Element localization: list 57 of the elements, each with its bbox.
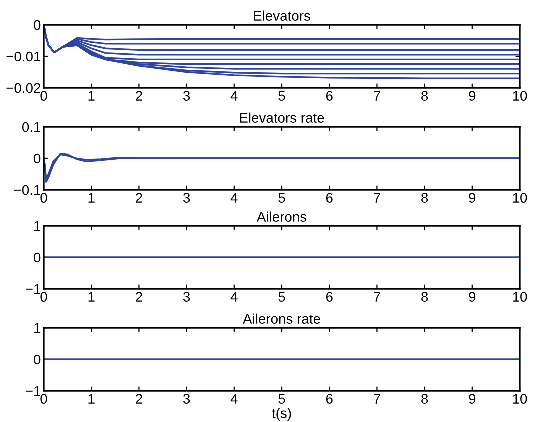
- y-tick-label: −1: [26, 386, 41, 396]
- x-tick-label: 3: [183, 91, 190, 101]
- y-tick-label: 0: [34, 154, 41, 164]
- y-tick-label: 0: [34, 354, 41, 365]
- x-tick-label: 8: [422, 292, 428, 302]
- x-tick-label: 10: [513, 193, 528, 203]
- x-tick-label: 8: [422, 193, 428, 203]
- x-tick-label: 3: [183, 292, 190, 302]
- y-tick-label: 1: [34, 323, 41, 334]
- chart-title: Elevators: [254, 10, 310, 21]
- x-tick-label: 3: [183, 193, 190, 203]
- x-tick-label: 9: [469, 292, 476, 302]
- x-tick-label: 7: [374, 292, 380, 302]
- x-axis-title: t(s): [272, 408, 292, 422]
- x-tick-label: 4: [230, 292, 238, 302]
- x-tick-label: 6: [326, 292, 333, 302]
- chart-title: Elevators rate: [240, 112, 324, 123]
- x-tick-label: 8: [422, 91, 428, 101]
- x-tick-label: 7: [374, 193, 380, 203]
- x-tick-label: 9: [469, 394, 476, 404]
- x-tick-label: 2: [136, 292, 142, 302]
- x-tick-label: 1: [88, 292, 95, 302]
- x-tick-label: 3: [183, 394, 190, 404]
- x-tick-label: 4: [230, 394, 238, 404]
- x-tick-label: 6: [326, 193, 333, 203]
- x-tick-label: 6: [326, 91, 333, 101]
- x-tick-label: 7: [374, 91, 380, 101]
- y-tick-label: −1: [26, 284, 41, 294]
- y-tick-label: 0.1: [22, 122, 41, 132]
- x-tick-label: 9: [469, 193, 476, 203]
- y-tick-label: 0: [34, 20, 41, 30]
- x-tick-label: 5: [278, 91, 286, 101]
- x-tick-label: 2: [136, 394, 142, 404]
- x-tick-label: 7: [374, 394, 380, 404]
- x-tick-label: 2: [136, 91, 142, 101]
- y-tick-label: −0.01: [6, 52, 41, 62]
- x-tick-label: 5: [278, 292, 286, 302]
- x-tick-label: 10: [513, 292, 528, 302]
- x-tick-label: 1: [88, 193, 95, 203]
- y-tick-label: 1: [34, 221, 41, 232]
- x-tick-label: 10: [513, 394, 528, 404]
- x-tick-label: 5: [278, 193, 286, 203]
- y-tick-label: −0.1: [14, 185, 41, 196]
- x-tick-label: 4: [230, 91, 238, 101]
- chart-title: Ailerons rate: [243, 314, 320, 324]
- x-tick-label: 1: [88, 394, 95, 404]
- y-tick-label: −0.02: [6, 83, 41, 94]
- x-tick-label: 10: [513, 91, 528, 101]
- x-tick-label: 1: [88, 91, 95, 101]
- x-tick-label: 9: [469, 91, 476, 101]
- x-tick-label: 6: [326, 394, 333, 404]
- chart-title: Ailerons: [256, 212, 307, 222]
- x-tick-label: 5: [278, 394, 286, 404]
- y-tick-label: 0: [34, 252, 41, 263]
- x-tick-label: 8: [422, 394, 428, 404]
- x-tick-label: 2: [136, 193, 142, 203]
- x-tick-label: 4: [230, 193, 238, 203]
